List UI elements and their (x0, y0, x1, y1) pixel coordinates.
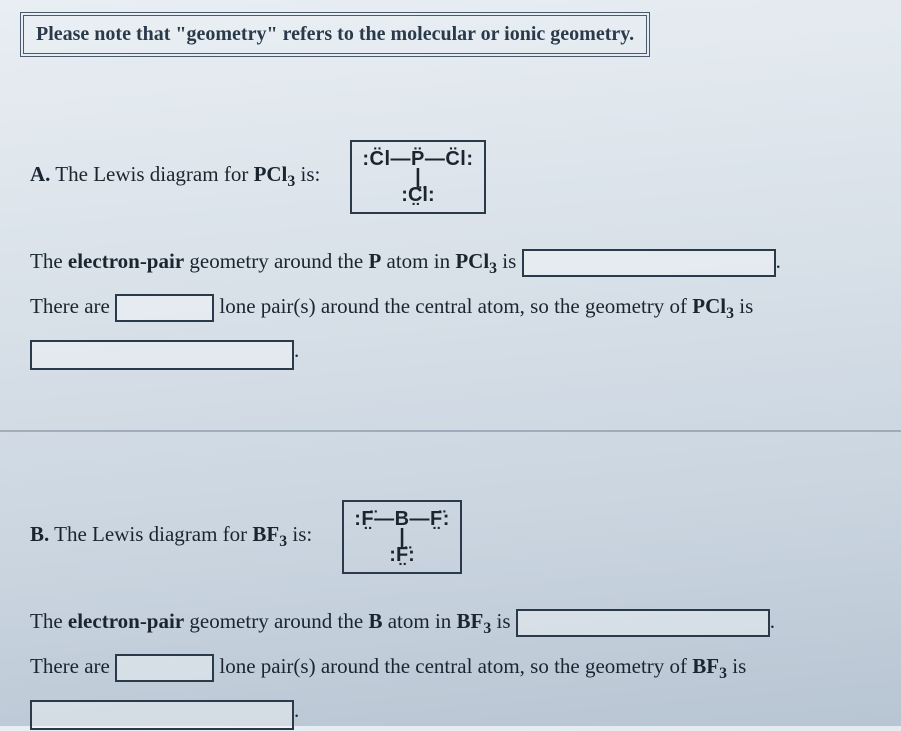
lewis-diagram-bf3: :F̤̈—B—F̤̈: | :F̤̈: (342, 500, 462, 574)
section-a-prompt: A. The Lewis diagram for PCl3 is: (30, 162, 320, 191)
lewis-diagram-pcl3: :C̈l—P̈—C̈l: | :C̤̈l: (350, 140, 485, 214)
lewis-a-bot: :C̤̈l: (362, 184, 473, 206)
section-b-prefix: B. (30, 522, 49, 546)
input-b-molecular-geometry[interactable] (30, 700, 294, 730)
input-a-lone-pairs[interactable] (115, 294, 214, 322)
section-a-prompt-row: A. The Lewis diagram for PCl3 is: :C̈l—P… (30, 140, 870, 214)
section-b-prompt-suffix: is: (292, 522, 312, 546)
section-divider (0, 430, 901, 432)
input-a-electron-pair-geometry[interactable] (522, 249, 776, 277)
input-a-molecular-geometry[interactable] (30, 340, 294, 370)
section-b-prompt-row: B. The Lewis diagram for BF3 is: :F̤̈—B—… (30, 500, 870, 574)
note-text: Please note that "geometry" refers to th… (36, 23, 634, 45)
section-b-question1: The electron-pair geometry around the B … (30, 600, 870, 731)
input-b-lone-pairs[interactable] (115, 654, 214, 682)
section-a-prefix: A. (30, 162, 50, 186)
section-a-prompt-suffix: is: (301, 162, 321, 186)
section-b-prompt: B. The Lewis diagram for BF3 is: (30, 522, 312, 551)
lewis-b-bot: :F̤̈: (354, 544, 450, 566)
section-b: B. The Lewis diagram for BF3 is: :F̤̈—B—… (30, 500, 870, 731)
section-a-question1: The electron-pair geometry around the P … (30, 240, 870, 371)
section-a-formula: PCl3 (254, 162, 296, 186)
section-a: A. The Lewis diagram for PCl3 is: :C̈l—P… (30, 140, 870, 371)
section-a-prompt-text: The Lewis diagram for (55, 162, 248, 186)
section-b-formula: BF3 (252, 522, 287, 546)
note-box: Please note that "geometry" refers to th… (20, 12, 650, 57)
section-b-prompt-text: The Lewis diagram for (54, 522, 247, 546)
input-b-electron-pair-geometry[interactable] (516, 609, 770, 637)
